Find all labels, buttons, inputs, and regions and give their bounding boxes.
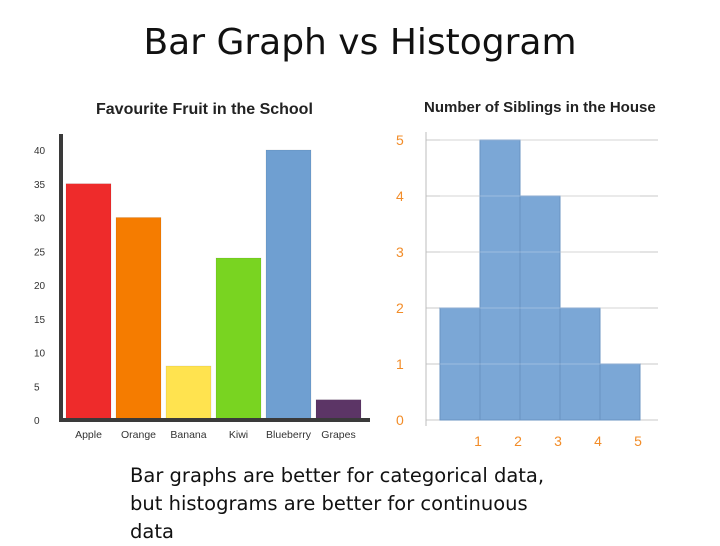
histogram-bin-5 (599, 363, 641, 421)
bar-apple (65, 183, 112, 421)
histogram-x-tick-label: 2 (514, 433, 522, 449)
bar-banana (165, 365, 212, 421)
histogram-y-tick-label: 1 (396, 356, 404, 372)
histogram-x-tick-label: 3 (554, 433, 562, 449)
bar-chart-y-tick-label: 5 (34, 382, 40, 393)
bar-chart-svg: Favourite Fruit in the School 0 5 10 15 20 25 3… (34, 101, 370, 441)
bar-chart-y-tick-label: 40 (34, 146, 46, 157)
bar-chart-y-tick-label: 15 (34, 315, 46, 326)
bar-chart-x-tick-label: Banana (170, 429, 206, 441)
bar-kiwi (215, 257, 262, 421)
histogram-chart-svg: Number of Siblings in the House 0 1 2 3 4 5 1 2 3… (396, 99, 658, 449)
bar-chart-x-tick-label: Kiwi (229, 429, 248, 441)
bar-chart-x-tick-label: Blueberry (266, 429, 312, 441)
bar-chart-y-tick-label: 10 (34, 349, 46, 360)
histogram-x-tick-label: 5 (634, 433, 642, 449)
histogram-y-tick-label: 3 (396, 244, 404, 260)
histogram-y-tick-label: 0 (396, 412, 404, 428)
bar-chart-y-tick-label: 35 (34, 180, 46, 191)
histogram-title: Number of Siblings in the House (424, 99, 656, 116)
bar-chart: Favourite Fruit in the School 0 5 10 15 20 25 3… (26, 90, 372, 450)
histogram-bin-2 (479, 139, 521, 421)
histogram-y-tick-label: 4 (396, 188, 404, 204)
histogram-x-tick-label: 1 (474, 433, 482, 449)
bar-chart-y-tick-label: 0 (34, 416, 40, 427)
bar-chart-y-tick-label: 20 (34, 281, 46, 292)
bar-chart-title: Favourite Fruit in the School (96, 101, 313, 118)
histogram-x-tick-label: 4 (594, 433, 602, 449)
caption-text: Bar graphs are better for categorical da… (130, 464, 545, 543)
bar-orange (115, 217, 162, 421)
bar-chart-x-tick-label: Orange (121, 429, 156, 441)
histogram-y-tick-label: 5 (396, 132, 404, 148)
slide-title: Bar Graph vs Histogram (143, 22, 577, 63)
bar-chart-x-tick-label: Apple (75, 429, 102, 441)
histogram-chart: Number of Siblings in the House 0 1 2 3 4 5 1 2 3… (386, 90, 676, 450)
bar-blueberry (265, 149, 312, 421)
histogram-y-tick-label: 2 (396, 300, 404, 316)
bar-grapes (315, 399, 362, 421)
bar-chart-x-tick-label: Grapes (321, 429, 355, 441)
histogram-bin-3 (519, 195, 561, 421)
bar-chart-y-tick-label: 30 (34, 214, 46, 225)
histogram-bin-4 (559, 307, 601, 421)
bar-chart-y-tick-label: 25 (34, 247, 46, 258)
